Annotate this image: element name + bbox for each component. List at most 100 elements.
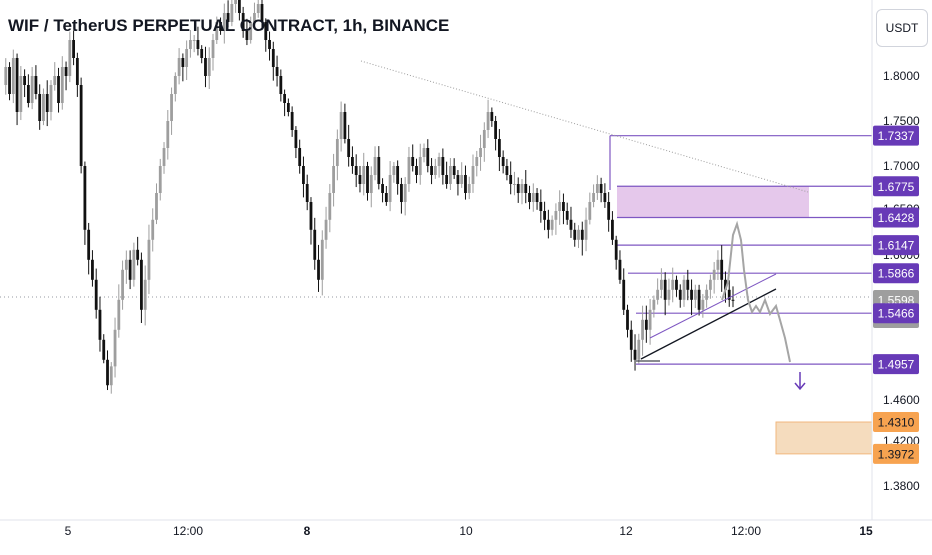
- candle-body: [173, 76, 177, 94]
- candle-body: [320, 239, 324, 280]
- price-label: 1.6428: [873, 207, 919, 228]
- candle-body: [388, 175, 392, 202]
- candle-body: [708, 279, 712, 290]
- price-label: 1.4957: [873, 354, 919, 375]
- candle-body: [644, 319, 648, 330]
- candle-body: [147, 239, 151, 280]
- price-label: 1.6775: [873, 176, 919, 197]
- price-label: 1.7337: [873, 125, 919, 146]
- x-tick-label: 8: [304, 524, 311, 538]
- candle-body: [592, 193, 595, 202]
- candle-body: [626, 309, 629, 330]
- drawings-layer: [360, 60, 809, 391]
- candle-body: [403, 184, 407, 202]
- candle-body: [539, 202, 543, 211]
- candle-body: [19, 76, 23, 112]
- candle-body: [351, 157, 354, 166]
- candle-body: [132, 249, 136, 280]
- candle-body: [151, 219, 155, 240]
- candle-body: [456, 175, 460, 184]
- candle-body: [72, 40, 75, 58]
- candle-body: [716, 259, 720, 270]
- time-axis[interactable]: 5 12:00 8 10 12 12:00 15: [65, 524, 873, 538]
- candle-body: [275, 67, 279, 76]
- candle-body: [720, 259, 724, 280]
- candle-body: [83, 166, 87, 230]
- price-label-text: 1.3972: [878, 447, 915, 461]
- x-tick-label: 15: [859, 524, 873, 538]
- candles-layer: [4, 0, 735, 394]
- candle-body: [690, 289, 693, 300]
- candle-body: [8, 67, 11, 94]
- candle-body: [611, 219, 614, 240]
- candle-body: [471, 166, 475, 184]
- candle-body: [513, 184, 516, 185]
- candle-body: [128, 259, 132, 280]
- candle-body: [68, 40, 72, 76]
- candle-body: [415, 166, 418, 175]
- price-label-text: 1.6428: [878, 211, 915, 225]
- candle-body: [369, 175, 373, 193]
- candle-body: [614, 239, 618, 260]
- price-label-text: 1.5866: [878, 267, 915, 281]
- candle-body: [599, 184, 603, 193]
- price-label: 1.5466: [873, 303, 919, 324]
- candle-body: [418, 157, 422, 175]
- candle-body: [57, 76, 60, 103]
- candle-body: [23, 76, 27, 85]
- candle-body: [490, 112, 494, 121]
- candle-body: [550, 219, 554, 230]
- candle-body: [411, 157, 415, 166]
- candle-body: [34, 76, 38, 94]
- candle-body: [396, 166, 400, 184]
- price-label: 1.6147: [873, 235, 919, 256]
- price-label-text: 1.5466: [878, 307, 915, 321]
- candle-body: [45, 94, 49, 112]
- candle-body: [705, 289, 709, 300]
- candle-body: [87, 229, 91, 260]
- candle-body: [497, 139, 501, 157]
- price-label-box: [873, 125, 919, 146]
- candle-body: [494, 121, 498, 139]
- candle-body: [535, 193, 539, 202]
- candle-body: [362, 166, 366, 184]
- candle-body: [505, 166, 509, 175]
- candle-body: [185, 49, 189, 67]
- ascending-trendline: [640, 288, 777, 360]
- candle-body: [4, 67, 8, 85]
- candle-body: [584, 219, 588, 240]
- candle-body: [392, 166, 396, 175]
- candle-body: [230, 4, 234, 22]
- candle-body: [42, 94, 45, 121]
- candle-body: [407, 157, 411, 184]
- candle-body: [30, 76, 34, 103]
- candle-body: [671, 279, 675, 290]
- candle-body: [667, 289, 671, 300]
- y-tick-label: 1.4600: [883, 393, 920, 407]
- candle-body: [652, 299, 656, 310]
- candle-body: [475, 157, 479, 166]
- candle-body: [305, 184, 309, 202]
- candle-body: [343, 112, 347, 139]
- price-label-text: 1.4310: [878, 416, 915, 430]
- candle-body: [177, 58, 181, 76]
- candle-body: [113, 329, 117, 367]
- candle-body: [482, 130, 486, 148]
- candle-body: [11, 58, 15, 94]
- candle-body: [580, 229, 584, 240]
- candle-body: [268, 40, 271, 49]
- candle-body: [528, 193, 531, 202]
- candle-body: [464, 175, 467, 193]
- currency-button[interactable]: USDT: [876, 9, 928, 47]
- candle-body: [366, 166, 369, 193]
- y-tick-label: 1.3800: [883, 479, 920, 493]
- candle-body: [241, 13, 245, 31]
- y-tick-label: 1.8000: [883, 69, 920, 83]
- candle-body: [79, 85, 83, 166]
- candle-body: [400, 184, 403, 202]
- candle-body: [622, 279, 626, 310]
- candle-body: [192, 40, 196, 41]
